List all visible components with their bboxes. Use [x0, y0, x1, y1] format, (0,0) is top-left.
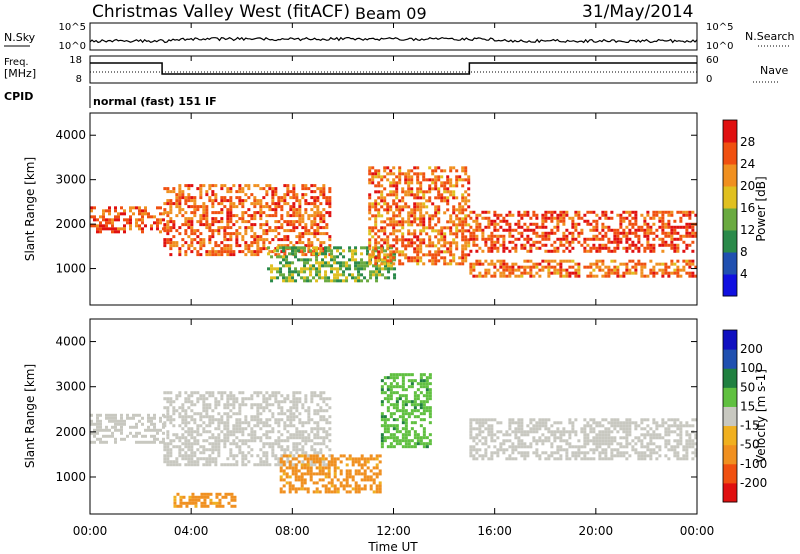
- x-axis-label: Time UT: [367, 540, 418, 554]
- heatmap-feature: [368, 166, 471, 266]
- heatmap-feature: [163, 391, 332, 467]
- noise-sky-label: N.Sky: [4, 31, 36, 44]
- date-label: 31/May/2014: [582, 2, 694, 22]
- noise-left-tick-top: 10^5: [59, 22, 86, 33]
- y-tick-label: 4000: [55, 335, 86, 349]
- power-colorbar-label: Power [dB]: [754, 176, 768, 241]
- colorbar-swatch: [723, 230, 737, 253]
- station-title: Christmas Valley West (fitACF): [92, 2, 350, 22]
- colorbar-frame: [722, 119, 738, 297]
- x-tick-label: 00:00: [680, 524, 715, 538]
- colorbar-swatch: [723, 186, 737, 209]
- heatmap-feature: [279, 454, 382, 494]
- nave-label: Nave: [760, 64, 788, 77]
- x-tick-label: 16:00: [477, 524, 512, 538]
- x-tick-label: 12:00: [376, 524, 411, 538]
- velocity-colorbar-tick: -15: [740, 419, 760, 433]
- colorbar-swatch: [723, 208, 737, 231]
- cpid-program: normal (fast) 151 IF: [93, 95, 217, 108]
- power-colorbar-tick: 8: [740, 245, 748, 259]
- velocity-colorbar-tick: -50: [740, 438, 760, 452]
- colorbar-frame: [722, 329, 738, 503]
- y-tick-label: 1000: [55, 262, 86, 276]
- power-colorbar-tick: 28: [740, 135, 755, 149]
- freq-label-line2: [MHz]: [4, 67, 36, 80]
- y-tick-label: 3000: [55, 380, 86, 394]
- time-x-axis: 00:00 04:00 08:00 12:00 16:00 20:00 00:00: [73, 23, 715, 538]
- power-colorbar: 4 8 12 16 20 24 28: [722, 119, 755, 297]
- heatmap-feature: [469, 259, 698, 278]
- colorbar-swatch: [723, 349, 737, 369]
- x-tick-label: 08:00: [275, 524, 310, 538]
- velocity-colorbar-tick: 100: [740, 361, 763, 375]
- heatmap-feature: [90, 206, 165, 234]
- colorbar-swatch: [723, 425, 737, 446]
- power-y-axis-label: Slant Range [km]: [23, 157, 37, 261]
- colorbar-swatch: [723, 142, 737, 165]
- cpid-label: CPID: [4, 90, 33, 103]
- noise-left-tick-bottom: 10^0: [59, 41, 86, 52]
- colorbar-swatch: [723, 387, 737, 407]
- freq-line: [90, 62, 697, 75]
- x-tick-label: 20:00: [579, 524, 614, 538]
- power-y-axis: 1000 2000 3000 4000: [55, 128, 697, 276]
- heatmap-feature: [380, 373, 432, 449]
- colorbar-swatch: [723, 482, 737, 503]
- velocity-colorbar-tick: 50: [740, 380, 755, 394]
- noise-trace: [89, 36, 698, 44]
- y-tick-label: 2000: [55, 217, 86, 231]
- colorbar-swatch: [723, 368, 737, 388]
- colorbar-swatch: [723, 120, 737, 143]
- y-tick-label: 4000: [55, 128, 86, 142]
- power-heatmap: [90, 166, 698, 283]
- freq-trace: [90, 62, 697, 75]
- colorbar-swatch: [723, 274, 737, 297]
- velocity-colorbar-label: Velocity [m s-1]: [754, 369, 768, 463]
- heatmap-feature: [90, 413, 165, 444]
- velocity-colorbar-tick: -100: [740, 457, 767, 471]
- velocity-heatmap: [90, 373, 698, 508]
- velocity-colorbar: 200 100 50 15 -15 -50 -100 -200: [722, 329, 767, 503]
- power-colorbar-tick: 4: [740, 267, 748, 281]
- heatmap-feature: [469, 418, 698, 461]
- velocity-y-axis-label: Slant Range [km]: [23, 364, 37, 468]
- power-colorbar-tick: 20: [740, 179, 755, 193]
- power-colorbar-tick: 12: [740, 223, 755, 237]
- noise-sky-line: [89, 36, 698, 44]
- colorbar-swatch: [723, 406, 737, 427]
- noise-right-tick-top: 10^5: [706, 22, 733, 33]
- x-tick-label: 00:00: [73, 524, 108, 538]
- colorbar-swatch: [723, 444, 737, 465]
- freq-left-tick-bottom: 8: [76, 74, 82, 85]
- velocity-colorbar-tick: -200: [740, 476, 767, 490]
- colorbar-swatch: [723, 330, 737, 350]
- freq-label-line1: Freq.: [4, 57, 29, 68]
- colorbar-swatch: [723, 164, 737, 187]
- noise-right-tick-bottom: 10^0: [706, 41, 733, 52]
- x-tick-label: 04:00: [174, 524, 209, 538]
- freq-left-tick-top: 18: [69, 55, 82, 66]
- heatmap-feature: [267, 246, 397, 283]
- freq-right-tick-bottom: 0: [706, 74, 712, 85]
- y-tick-label: 3000: [55, 173, 86, 187]
- beam-label: Beam 09: [355, 4, 427, 23]
- y-tick-label: 2000: [55, 425, 86, 439]
- velocity-y-axis: 1000 2000 3000 4000: [55, 335, 697, 484]
- y-tick-label: 1000: [55, 470, 86, 484]
- noise-search-label: N.Search: [745, 30, 795, 43]
- velocity-colorbar-tick: 200: [740, 342, 763, 356]
- power-colorbar-tick: 24: [740, 157, 755, 171]
- power-colorbar-tick: 16: [740, 201, 755, 215]
- freq-right-tick-top: 60: [706, 55, 719, 66]
- heatmap-feature: [163, 184, 332, 257]
- colorbar-swatch: [723, 252, 737, 275]
- heatmap-feature: [173, 492, 237, 508]
- colorbar-swatch: [723, 463, 737, 484]
- velocity-colorbar-tick: 15: [740, 399, 755, 413]
- heatmap-feature: [469, 210, 698, 253]
